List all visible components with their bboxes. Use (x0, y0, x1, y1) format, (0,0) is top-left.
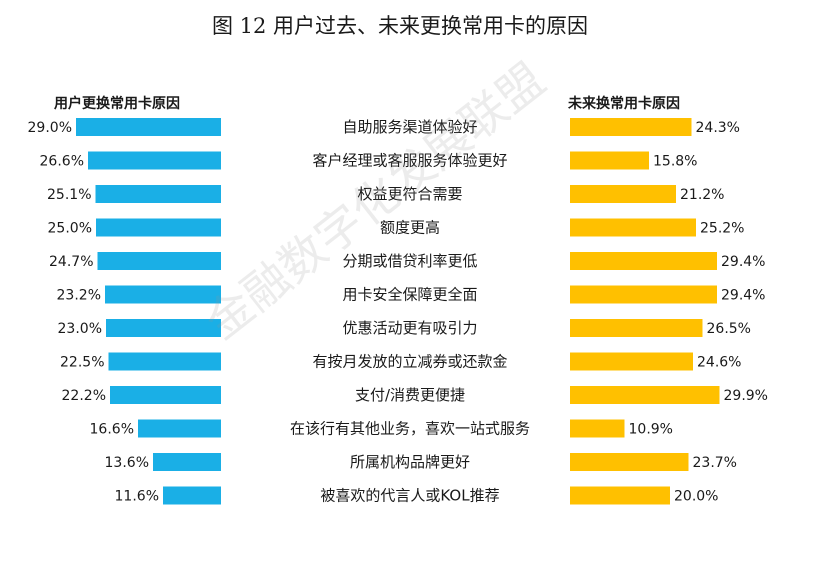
right-chart-title: 未来换常用卡原因 (568, 95, 680, 112)
right-value-label: 10.9% (629, 422, 673, 438)
category-label: 所属机构品牌更好 (350, 453, 470, 471)
category-label: 被喜欢的代言人或KOL推荐 (320, 487, 499, 505)
left-bar (105, 285, 221, 304)
left-chart-title: 用户更换常用卡原因 (54, 95, 180, 112)
right-value-label: 29.4% (721, 254, 765, 270)
left-value-label: 13.6% (105, 455, 149, 471)
right-value-label: 29.4% (721, 288, 765, 304)
category-label: 有按月发放的立减券或还款金 (312, 353, 507, 371)
right-bar (570, 285, 717, 304)
right-value-label: 15.8% (653, 154, 697, 170)
left-bar (110, 386, 221, 404)
right-value-label: 25.2% (700, 221, 744, 237)
right-bar (570, 118, 692, 136)
left-bar (88, 151, 221, 170)
category-label: 用卡安全保障更全面 (342, 286, 477, 304)
category-label: 在该行有其他业务，喜欢一站式服务 (290, 420, 530, 438)
right-bar (570, 486, 670, 505)
left-bar (108, 352, 221, 371)
right-bar (570, 319, 703, 337)
left-bar (153, 453, 221, 471)
right-value-label: 26.5% (707, 321, 751, 337)
right-value-label: 20.0% (674, 489, 718, 505)
left-bar (96, 218, 221, 237)
left-bar (97, 252, 221, 270)
category-label: 额度更高 (380, 219, 440, 237)
left-value-label: 16.6% (90, 422, 134, 438)
left-value-label: 25.1% (47, 187, 91, 203)
left-value-label: 26.6% (40, 154, 84, 170)
right-value-label: 24.3% (696, 120, 740, 136)
category-label: 客户经理或客服服务体验更好 (312, 152, 507, 170)
right-bar (570, 218, 696, 237)
left-value-label: 24.7% (49, 254, 93, 270)
left-value-label: 25.0% (48, 221, 92, 237)
right-bar (570, 352, 693, 371)
left-value-label: 23.2% (57, 288, 101, 304)
left-value-label: 23.0% (58, 321, 102, 337)
left-bar (163, 486, 221, 505)
left-bar (95, 185, 221, 203)
category-label: 权益更符合需要 (357, 185, 462, 203)
right-value-label: 23.7% (693, 455, 737, 471)
right-value-label: 21.2% (680, 187, 724, 203)
category-label: 自助服务渠道体验好 (342, 118, 477, 136)
left-bar (138, 419, 221, 438)
left-value-label: 22.5% (60, 355, 104, 371)
right-value-label: 24.6% (697, 355, 741, 371)
right-bar (570, 453, 689, 471)
category-label: 优惠活动更有吸引力 (342, 319, 477, 337)
right-value-label: 29.9% (724, 388, 768, 404)
category-label: 支付/消费更便捷 (355, 386, 465, 404)
bars-layer: 29.0% 自助服务渠道体验好 24.3% 26.6% 客户经理或客服服务体验更好 15.… (28, 118, 768, 505)
chart-title: 图 12 用户过去、未来更换常用卡的原因 (211, 14, 589, 38)
category-label: 分期或借贷利率更低 (342, 252, 477, 270)
left-bar (106, 319, 221, 337)
right-bar (570, 386, 720, 404)
right-bar (570, 151, 649, 170)
right-bar (570, 185, 676, 203)
right-bar (570, 252, 717, 270)
left-value-label: 22.2% (62, 388, 106, 404)
left-value-label: 29.0% (28, 120, 72, 136)
cropped-footer-text (40, 556, 800, 570)
left-bar (76, 118, 221, 136)
right-bar (570, 419, 625, 438)
left-value-label: 11.6% (115, 489, 159, 505)
